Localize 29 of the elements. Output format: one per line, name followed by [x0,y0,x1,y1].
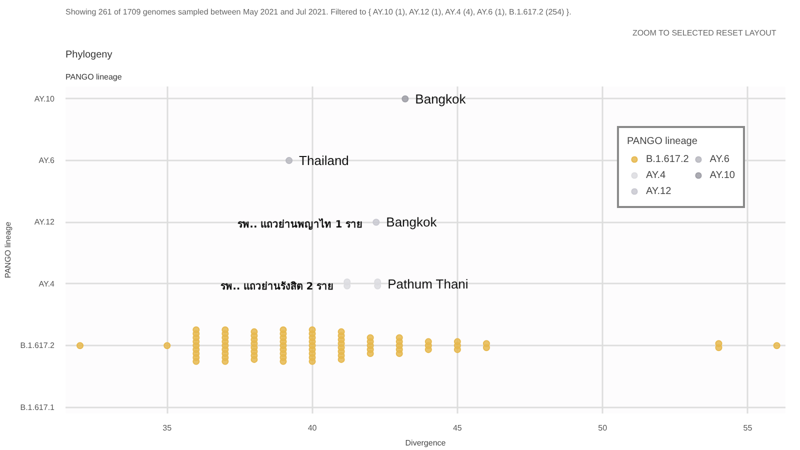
chart-title: Phylogeny [66,50,112,60]
annotation: Thailand [299,153,349,168]
x-tick-label: 45 [452,424,462,432]
y-tick-label: AY.10 [34,94,56,104]
y-tick-label: AY.12 [34,218,56,227]
x-tick-label: 50 [598,424,608,432]
x-tick-label: 40 [308,424,318,432]
y-tick-label: B.1.617.2 [20,341,56,350]
y-tick-label: AY.4 [38,279,56,288]
legend-label: AY.4 [646,170,666,180]
annotation: Bangkok [415,91,466,106]
legend-label: B.1.617.2 [646,154,689,164]
y-axis-title: PANGO lineage [66,72,122,82]
text: PANGO lineage [626,136,698,147]
annotation: รพ.. แถวย่านพญาไท 1 ราย [238,218,363,231]
annotation: Bangkok [386,214,438,230]
text: Showing 261 of 1709 genomes sampled between May 2021 and Jul 2021. Filtered to { AY.10 (1), AY.12 (1), AY.4 (4), AY.6 (1), B.1.617.2 (254) }. [66,8,572,16]
x-tick-label: 35 [162,424,172,432]
x-tick-label: 55 [743,424,753,432]
legend-label: AY.10 [710,170,735,180]
y-tick-label: AY.6 [38,156,56,166]
y-tick-label: B.1.617.1 [20,402,56,412]
annotation: รพ.. แถวย่านรังสิต 2 ราย [220,280,334,292]
legend-title: PANGO lineage [3,221,12,278]
annotation: Pathum Thani [388,276,468,292]
legend-label: AY.6 [710,154,730,164]
text: ZOOM TO SELECTED RESET LAYOUT [632,28,776,38]
x-axis-title: Divergence [405,438,446,448]
legend-label: AY.12 [646,186,672,196]
